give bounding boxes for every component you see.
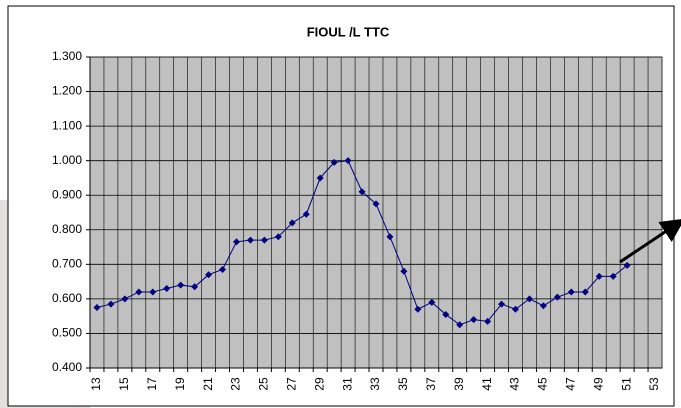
x-tick-label: 27 <box>284 377 298 391</box>
chart-title: FIOUL /L TTC <box>307 24 390 39</box>
x-tick-label: 41 <box>480 377 494 391</box>
point <box>414 305 422 313</box>
y-tick-label: 0.500 <box>52 326 82 340</box>
x-tick-label: 53 <box>647 377 661 391</box>
y-tick-label: 1.000 <box>52 153 82 167</box>
point <box>456 321 464 329</box>
x-tick-label: 21 <box>201 377 215 391</box>
point <box>163 285 171 293</box>
x-tick-label: 15 <box>117 377 131 391</box>
x-tick-label: 31 <box>340 377 354 391</box>
point <box>428 298 436 306</box>
arrow <box>619 218 681 264</box>
point <box>539 302 547 310</box>
x-tick-label: 29 <box>312 377 326 391</box>
point <box>595 272 603 280</box>
x-tick-label: 25 <box>257 377 271 391</box>
point <box>372 200 380 208</box>
point <box>581 288 589 296</box>
point <box>330 158 338 166</box>
point <box>121 295 129 303</box>
point <box>498 300 506 308</box>
x-tick-label: 35 <box>396 377 410 391</box>
point <box>219 266 227 274</box>
point <box>400 267 408 275</box>
x-tick-label: 37 <box>424 377 438 391</box>
point <box>149 288 157 296</box>
point <box>302 210 310 218</box>
y-tick-label: 0.800 <box>52 222 82 236</box>
y-tick-label: 1.300 <box>52 49 82 63</box>
plot: 0.400 0.500 0.600 0.700 0.800 0.900 1.000 1.100… <box>52 49 663 391</box>
plot-area <box>89 56 663 369</box>
x-tick-label: 51 <box>619 377 633 391</box>
point <box>93 304 101 312</box>
point <box>470 316 478 324</box>
point <box>623 261 631 269</box>
point <box>205 271 213 279</box>
x-tick-label: 17 <box>145 377 159 391</box>
point <box>609 272 617 280</box>
point <box>525 295 533 303</box>
point <box>260 236 268 244</box>
x-tick-label: 43 <box>508 377 522 391</box>
x-tick-label: 47 <box>563 377 577 391</box>
x-tick-label: 19 <box>173 377 187 391</box>
y-tick-label: 0.900 <box>52 187 82 201</box>
point <box>107 300 115 308</box>
point <box>553 293 561 301</box>
x-tick-label: 49 <box>591 377 605 391</box>
x-tick-label: 45 <box>536 377 550 391</box>
point <box>484 317 492 325</box>
point <box>316 174 324 182</box>
point <box>512 305 520 313</box>
point <box>344 157 352 165</box>
x-tick-label: 39 <box>452 377 466 391</box>
point <box>274 233 282 241</box>
point <box>288 219 296 227</box>
y-tick-label: 0.600 <box>52 291 82 305</box>
point <box>358 188 366 196</box>
y-tick-label: 1.200 <box>52 84 82 98</box>
point <box>232 238 240 246</box>
point <box>177 281 185 289</box>
point <box>386 233 394 241</box>
point <box>135 288 143 296</box>
x-tick-label: 33 <box>368 377 382 391</box>
x-tick-label: 23 <box>229 377 243 391</box>
point <box>191 283 199 291</box>
x-tick-label: 13 <box>89 377 103 391</box>
y-tick-label: 0.400 <box>52 360 82 374</box>
y-tick-label: 1.100 <box>52 118 82 132</box>
point <box>567 288 575 296</box>
point <box>246 236 254 244</box>
point <box>442 310 450 318</box>
y-tick-label: 0.700 <box>52 257 82 271</box>
